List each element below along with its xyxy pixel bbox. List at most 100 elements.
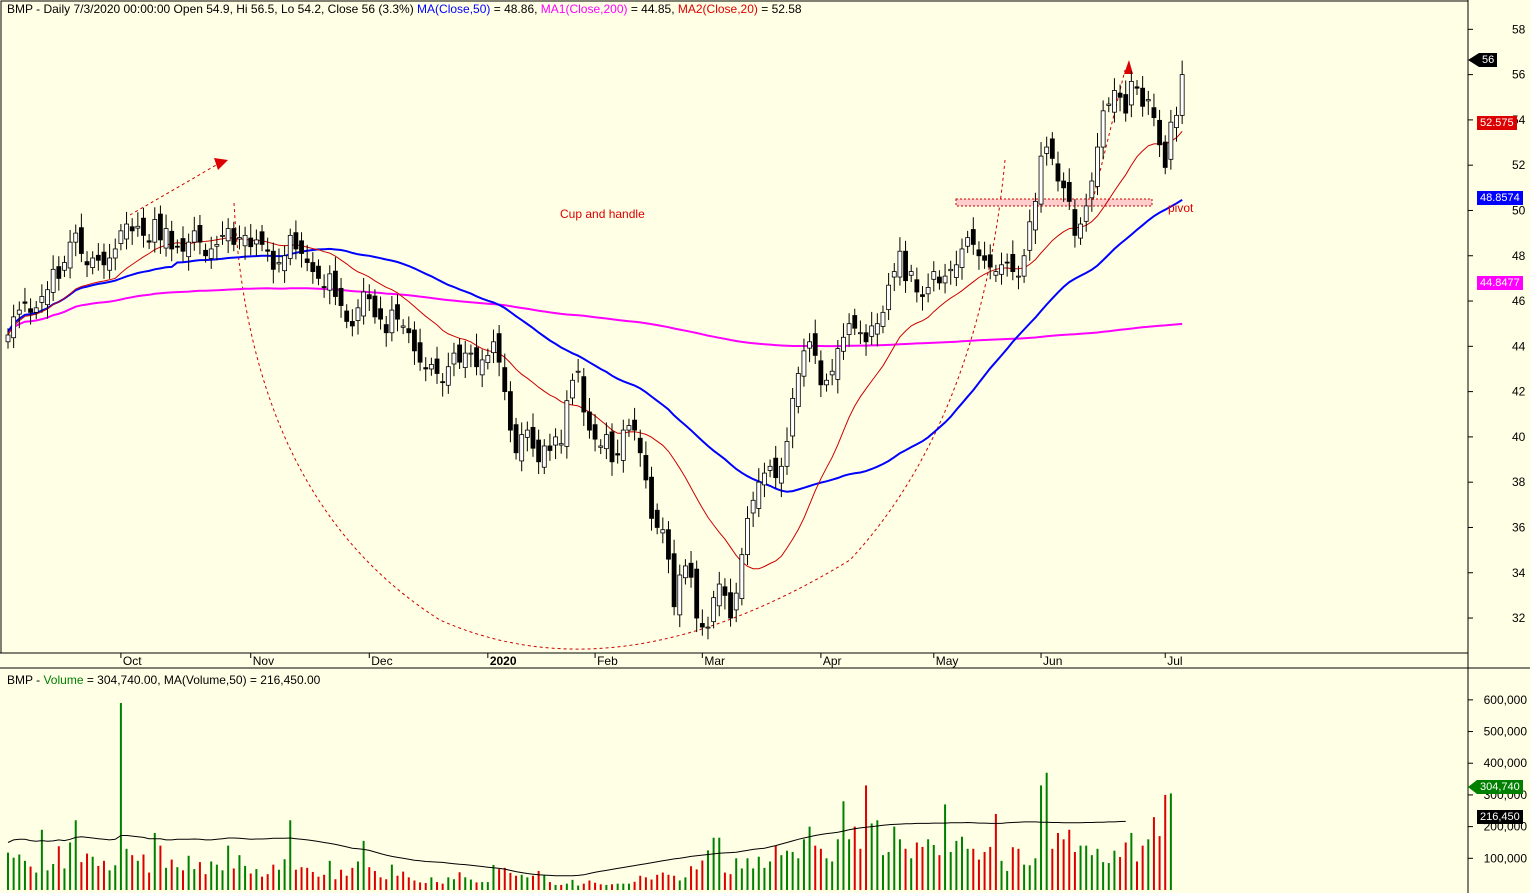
volume-bar (458, 872, 461, 890)
candle-body (970, 229, 976, 245)
candle-body (953, 264, 959, 278)
candle-body (412, 329, 417, 352)
volume-bar (1079, 845, 1082, 890)
volume-bar (91, 856, 94, 890)
volume-bar (18, 854, 21, 890)
volume-bar (627, 883, 630, 890)
candle-body (739, 554, 745, 599)
volume-bar (1152, 817, 1155, 890)
candle-body (1078, 223, 1083, 239)
candle-body (524, 429, 530, 438)
volume-tag-pointer (1468, 780, 1477, 794)
candle-body (987, 254, 993, 268)
candle-body (225, 228, 231, 242)
candle-body (101, 251, 107, 266)
volume-bar (1090, 855, 1093, 890)
candle-body (948, 268, 954, 272)
header-ma20-value: = 52.58 (757, 2, 802, 16)
candle-body (95, 254, 101, 261)
volume-bar (447, 877, 450, 890)
price-tick-label: 48 (1512, 249, 1526, 263)
volume-bar (215, 864, 218, 890)
volume-bar (1164, 794, 1167, 890)
candle-body (231, 228, 237, 245)
candle-body (931, 271, 937, 280)
candle-body (536, 439, 542, 463)
volume-bar (571, 879, 574, 890)
candle-body (135, 225, 141, 229)
volume-bar (413, 880, 416, 890)
candle-body (310, 262, 316, 272)
candle-body (575, 370, 581, 373)
volume-bar (633, 881, 636, 890)
candle-body (513, 424, 519, 454)
candle-body (1151, 107, 1157, 119)
volume-bar (340, 869, 343, 890)
month-label: May (936, 654, 959, 668)
candle-body (67, 241, 73, 269)
candle-body (282, 255, 288, 272)
candle-body (959, 248, 965, 268)
candle-body (349, 321, 355, 327)
volume-bar (181, 870, 184, 890)
candle-body (1112, 90, 1117, 113)
candle-body (603, 434, 609, 450)
volume-bar (842, 801, 845, 890)
month-label: Nov (253, 654, 274, 668)
candle-body (1162, 141, 1168, 168)
candle-body (722, 586, 728, 596)
volume-bar (80, 862, 83, 890)
candle-body (711, 597, 717, 623)
volume-bar (791, 851, 794, 890)
price-tick-label: 46 (1512, 294, 1526, 308)
candle-body (253, 239, 259, 245)
volume-bar (921, 846, 924, 890)
volume-bar (114, 865, 117, 890)
volume-bar (780, 855, 783, 890)
candle-body (1157, 119, 1162, 146)
trend-arrow-left (129, 163, 219, 216)
volume-bar (311, 871, 314, 890)
volume-bar (893, 826, 896, 890)
candle-body (146, 240, 152, 243)
volume-bar (492, 864, 495, 890)
candle-body (620, 429, 626, 461)
ma50-line (7, 198, 1183, 493)
candle-body (259, 231, 265, 245)
volume-bar (915, 842, 918, 890)
volume-bar (989, 846, 992, 890)
trend-arrowhead-left (214, 158, 228, 170)
candle-body (361, 291, 367, 317)
candle-body (925, 287, 931, 295)
volume-bar (86, 853, 89, 890)
volume-bar (153, 832, 156, 890)
candle-body (50, 268, 56, 293)
close-price-tag: 56 (1479, 53, 1498, 67)
volume-bar (1158, 836, 1161, 890)
candle-body (846, 323, 852, 335)
price-tick-label: 44 (1512, 339, 1526, 353)
candle-body (214, 244, 220, 247)
candle-body (609, 431, 615, 463)
candle-body (942, 275, 948, 284)
volume-bar (543, 875, 546, 890)
candle-body (1089, 180, 1095, 199)
volume-bar (831, 861, 834, 890)
candle-body (1095, 146, 1100, 187)
candle-body (908, 271, 914, 276)
price-tick-label: 58 (1512, 22, 1526, 36)
price-tick-label: 32 (1512, 611, 1526, 625)
volume-bar (588, 880, 591, 890)
candle-body (152, 219, 158, 243)
volume-bar (752, 868, 755, 890)
candle-body (841, 336, 846, 352)
volume-bar (1107, 863, 1110, 890)
volume-bar (1136, 861, 1138, 890)
candle-body (270, 250, 276, 270)
volume-bar (356, 861, 359, 890)
volume-bar (819, 848, 822, 890)
volume-bar (723, 872, 726, 890)
candle-body (1066, 181, 1072, 202)
volume-bar (853, 826, 856, 890)
volume-bar (1124, 842, 1127, 890)
